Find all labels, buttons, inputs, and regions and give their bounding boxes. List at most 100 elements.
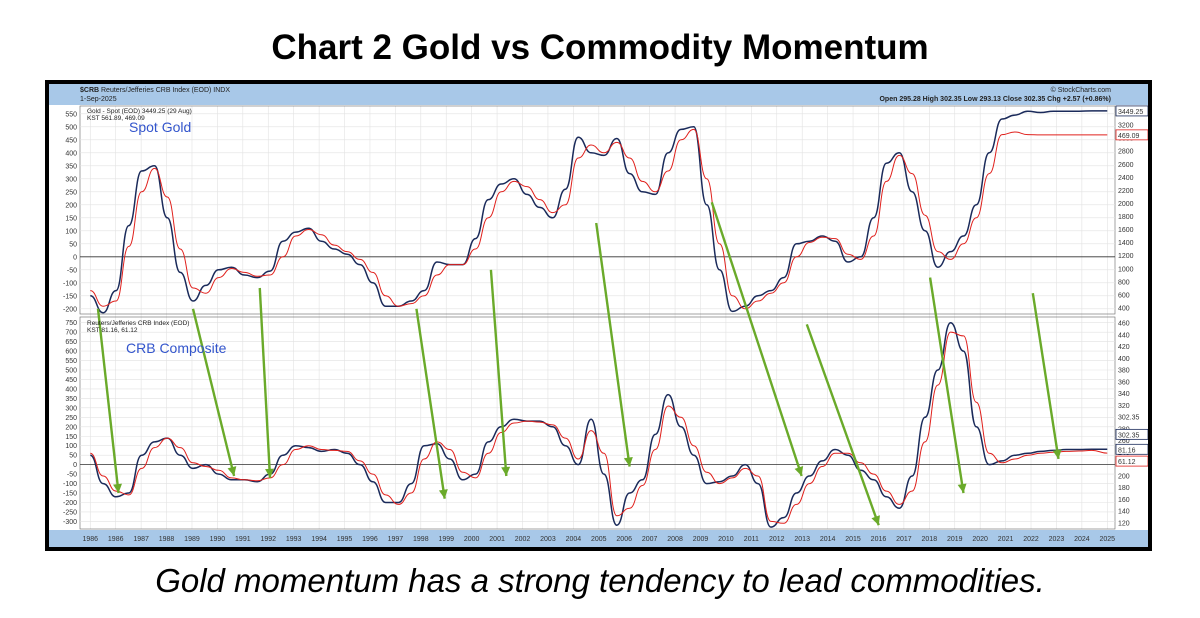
right-tick-label: 1000 [1118,266,1134,273]
lead-arrow-shaft [710,201,803,477]
lead-arrow-shaft [96,308,120,494]
right-tick-label: 2000 [1118,201,1134,208]
chart-frame: $CRB Reuters/Jefferies CRB Index (EOD) I… [45,80,1152,551]
chart-area: $CRB Reuters/Jefferies CRB Index (EOD) I… [49,84,1149,547]
gold-kst-panel: -200 -150 -100 -50 0 50 100 150 200 250 300 350 400 4… [63,105,1143,315]
lead-arrow-shaft [595,222,631,467]
x-tick-label: 1994 [311,536,327,543]
y-tick-label: 500 [65,368,77,375]
gold-price-tag: 3449.25 [1118,109,1143,116]
x-tick-label: 1991 [235,536,251,543]
y-tick-label: -250 [63,509,77,516]
x-tick-label: 1987 [133,536,149,543]
y-tick-label: 300 [65,176,77,183]
header-symbol: $CRB [80,87,99,94]
y-tick-label: 100 [65,228,77,235]
x-tick-label: 1988 [159,536,175,543]
panel-label-spot-gold: Spot Gold [129,119,191,135]
right-tick-label: 1600 [1118,227,1134,234]
right-tick-label: 800 [1118,279,1130,286]
x-tick-label: 2010 [718,536,734,543]
lead-arrow-head [227,466,237,476]
y-tick-label: 0 [73,254,77,261]
y-tick-label: -300 [63,519,77,526]
x-tick-label: 2016 [871,536,887,543]
y-tick-label: -150 [63,491,77,498]
x-tick-label: 2018 [922,536,938,543]
y-tick-label: 200 [65,424,77,431]
x-tick-label: 2005 [591,536,607,543]
x-tick-label: 1999 [438,536,454,543]
page-caption: Gold momentum has a strong tendency to l… [155,562,1045,599]
lead-arrow-shaft [258,287,272,478]
kst-line [89,321,1108,528]
lead-arrows: 3449.25 469.09 302.35 81.16 61.12 [96,105,1149,526]
x-tick-label: 2024 [1074,536,1090,543]
x-tick-label: 2000 [464,536,480,543]
x-tick-label: 2015 [845,536,861,543]
header-index-name: Reuters/Jefferies CRB Index (EOD) INDX [101,87,230,94]
right-tick-label: 400 [1118,306,1130,313]
y-tick-label: 50 [69,453,77,460]
right-tick-label: 1200 [1118,253,1134,260]
y-tick-label: 400 [65,386,77,393]
y-tick-label: -100 [63,481,77,488]
right-tick-label: 360 [1118,379,1130,386]
crb-signal-tag: 61.12 [1118,459,1136,466]
x-tick-label: 1993 [286,536,302,543]
lead-arrow-head [113,483,122,494]
x-tick-label: 2002 [515,536,531,543]
right-tick-label: 380 [1118,368,1130,375]
x-tick-label: 2021 [998,536,1014,543]
x-tick-label: 2001 [489,536,505,543]
x-tick-label: 2019 [947,536,963,543]
y-tick-label: 50 [69,241,77,248]
x-tick-label: 1990 [210,536,226,543]
right-tick-label: 1800 [1118,214,1134,221]
y-tick-label: 550 [65,358,77,365]
x-tick-label: 2017 [896,536,912,543]
lead-arrow-head [794,466,804,476]
x-tick-label: 2009 [693,536,709,543]
lead-arrow-head [871,515,880,526]
x-tick-label: 1997 [388,536,404,543]
y-tick-label: 500 [65,124,77,131]
lead-arrow-shaft [191,308,236,477]
x-tick-label: 2011 [744,536,759,543]
lead-arrow-head [623,457,633,467]
right-tick-label: 120 [1118,521,1130,528]
y-tick-label: -150 [63,293,77,300]
panel-border [79,316,1116,530]
x-tick-label: 2014 [820,536,836,543]
x-axis: 1986 1986 1987 1988 1989 1990 1991 1992 1993 1994… [82,536,1115,543]
right-tick-label: 2400 [1118,175,1134,182]
crb-kst-tag: 81.16 [1118,447,1136,454]
top-legend-line-1: Gold - Spot (EOD) 3449.25 (29 Aug) [87,108,192,115]
right-tick-label: 3200 [1118,123,1134,130]
y-tick-label: 400 [65,150,77,157]
x-tick-label: 1986 [82,536,98,543]
right-tick-label: 180 [1118,485,1130,492]
left-axis-band [49,105,80,530]
right-tick-label: 600 [1118,292,1130,299]
right-tick-label: 440 [1118,332,1130,339]
lead-arrow-shaft [489,269,508,477]
right-tick-label: 420 [1118,344,1130,351]
y-tick-label: -100 [63,280,77,287]
right-tick-label: 340 [1118,391,1130,398]
y-tick-label: 550 [65,111,77,118]
gold-signal-tag: 469.09 [1118,133,1140,140]
x-tick-label: 2023 [1049,536,1065,543]
y-tick-label: 600 [65,349,77,356]
kst-line [90,110,1108,314]
bottom-legend-line-2: KST 81.16, 61.12 [87,327,138,334]
signal-line [90,331,1108,524]
y-tick-label: 450 [65,137,77,144]
x-tick-label: 2025 [1100,536,1116,543]
right-tick-label: 320 [1118,403,1130,410]
y-tick-label: 200 [65,202,77,209]
y-tick-label: 700 [65,330,77,337]
y-tick-label: 100 [65,443,77,450]
right-tick-label: 160 [1118,497,1130,504]
x-axis-band [49,530,1148,547]
